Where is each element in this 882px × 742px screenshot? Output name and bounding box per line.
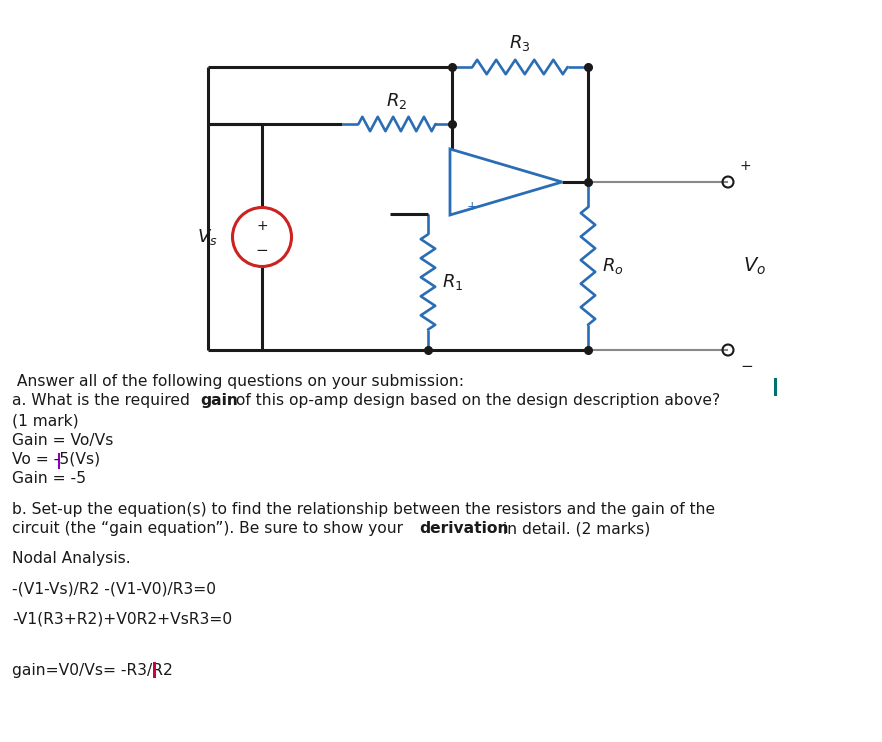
Text: Answer all of the following questions on your submission:: Answer all of the following questions on… bbox=[12, 374, 464, 389]
Text: of this op-amp design based on the design description above?: of this op-amp design based on the desig… bbox=[231, 393, 721, 409]
Text: $R_o$: $R_o$ bbox=[602, 256, 624, 276]
Text: a. What is the required: a. What is the required bbox=[12, 393, 195, 409]
Text: $V_s$: $V_s$ bbox=[198, 227, 218, 247]
Text: +: + bbox=[467, 200, 477, 212]
Text: -(V1-Vs)/R2 -(V1-V0)/R3=0: -(V1-Vs)/R2 -(V1-V0)/R3=0 bbox=[12, 582, 216, 597]
Text: gain: gain bbox=[200, 393, 238, 409]
Text: circuit (the “gain equation”). Be sure to show your: circuit (the “gain equation”). Be sure t… bbox=[12, 521, 407, 536]
Text: derivation: derivation bbox=[419, 521, 509, 536]
Text: in detail. (2 marks): in detail. (2 marks) bbox=[497, 521, 650, 536]
Text: Vo = -5(Vs): Vo = -5(Vs) bbox=[12, 452, 101, 467]
Text: Nodal Analysis.: Nodal Analysis. bbox=[12, 551, 131, 566]
Text: −: − bbox=[740, 358, 752, 373]
Text: −: − bbox=[256, 243, 268, 257]
Text: $R_1$: $R_1$ bbox=[442, 272, 463, 292]
Text: -V1(R3+R2)+V0R2+VsR3=0: -V1(R3+R2)+V0R2+VsR3=0 bbox=[12, 612, 232, 627]
Text: +: + bbox=[740, 159, 751, 173]
Text: +: + bbox=[256, 219, 268, 233]
Text: $V_o$: $V_o$ bbox=[743, 255, 766, 277]
Text: gain=V0/Vs= -R3/R2: gain=V0/Vs= -R3/R2 bbox=[12, 663, 173, 677]
Text: (1 mark): (1 mark) bbox=[12, 413, 78, 428]
Text: Gain = -5: Gain = -5 bbox=[12, 471, 86, 487]
Bar bbox=[153, 662, 155, 678]
Text: Gain = Vo/Vs: Gain = Vo/Vs bbox=[12, 433, 114, 447]
Text: $R_2$: $R_2$ bbox=[386, 91, 407, 111]
Text: b. Set-up the equation(s) to find the relationship between the resistors and the: b. Set-up the equation(s) to find the re… bbox=[12, 502, 715, 516]
Text: $R_3$: $R_3$ bbox=[509, 33, 531, 53]
